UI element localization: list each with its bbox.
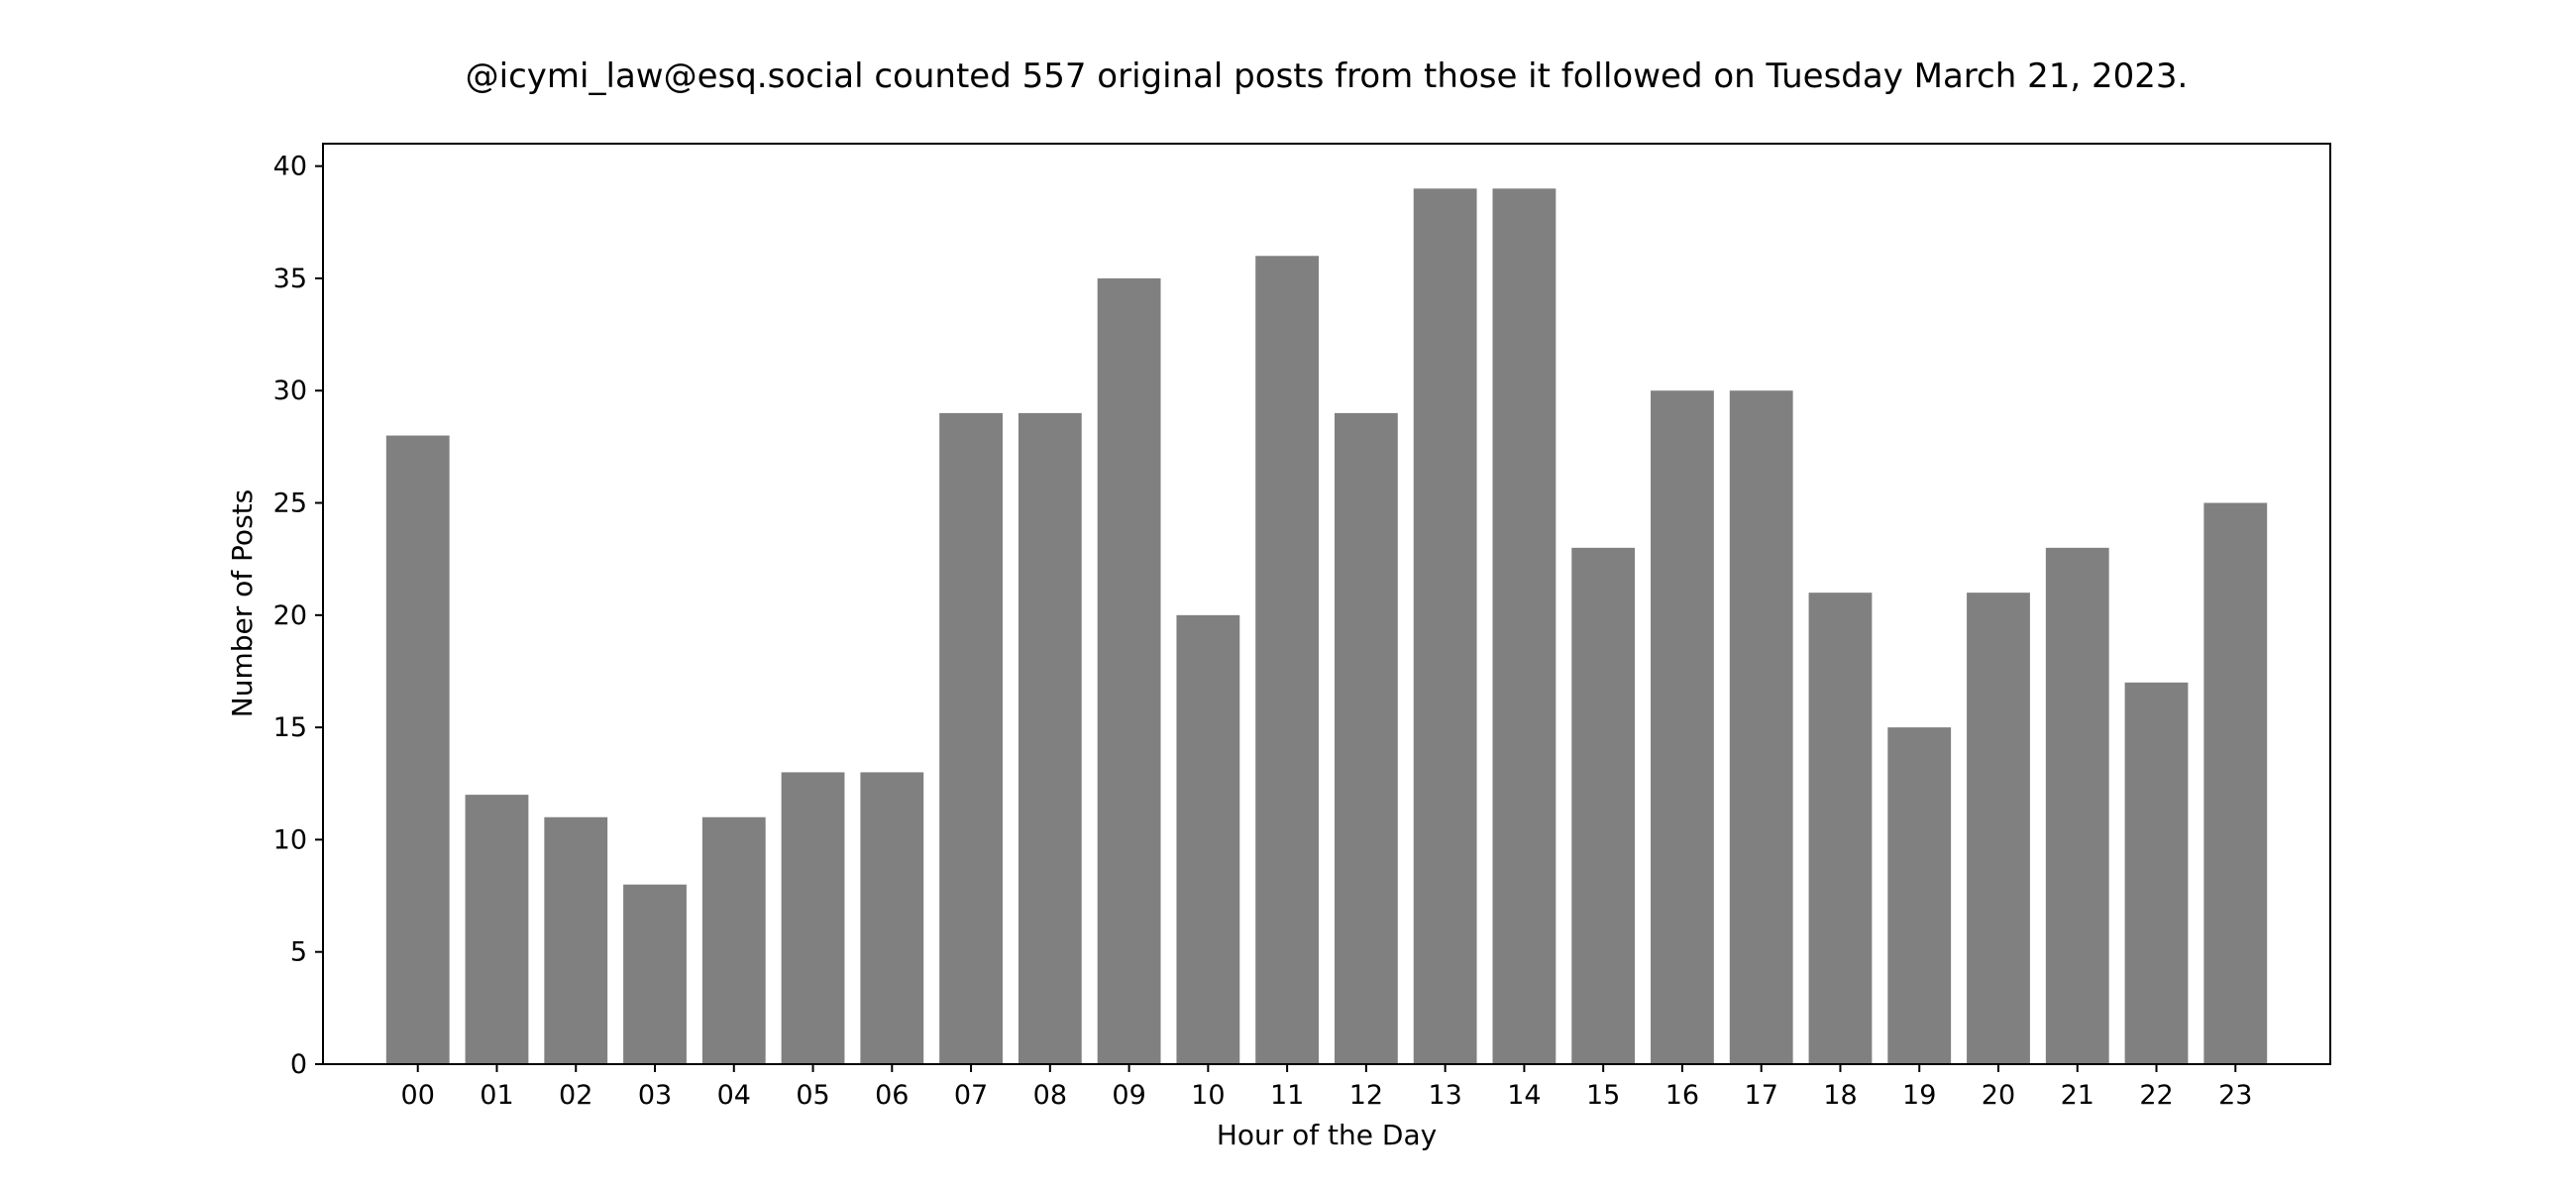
bar-17: [1729, 390, 1793, 1064]
bar-19: [1887, 727, 1952, 1064]
x-tick-label: 04: [717, 1080, 751, 1111]
bar-10: [1176, 614, 1240, 1064]
y-tick-label: 30: [273, 376, 307, 406]
x-tick-label: 15: [1586, 1080, 1620, 1111]
y-axis-label: Number of Posts: [226, 489, 259, 717]
x-tick-label: 02: [559, 1080, 592, 1111]
x-tick-label: 23: [2218, 1080, 2252, 1111]
y-tick-label: 35: [273, 264, 307, 294]
bar-03: [623, 884, 687, 1064]
x-tick-label: 00: [401, 1080, 435, 1111]
y-tick-label: 10: [273, 824, 307, 855]
y-tick-label: 15: [273, 712, 307, 743]
y-tick-label: 25: [273, 488, 307, 519]
bar-07: [939, 412, 1003, 1064]
x-tick-label: 18: [1823, 1080, 1857, 1111]
x-tick-label: 13: [1428, 1080, 1461, 1111]
plot-frame: [322, 143, 2331, 1065]
y-axis-ticks: 0 5 10 15 20 25 30 35 40: [273, 152, 323, 1080]
x-axis-label: Hour of the Day: [1217, 1119, 1437, 1151]
x-tick-label: 01: [480, 1080, 513, 1111]
x-tick-label: 09: [1112, 1080, 1145, 1111]
x-tick-label: 06: [875, 1080, 909, 1111]
x-tick-label: 14: [1507, 1080, 1541, 1111]
x-tick-label: 10: [1191, 1080, 1225, 1111]
x-tick-label: 16: [1665, 1080, 1699, 1111]
bar-11: [1255, 256, 1320, 1064]
bar-02: [544, 816, 608, 1064]
bar-18: [1808, 593, 1873, 1064]
bar-06: [860, 772, 924, 1064]
chart-title: @icymi_law@esq.social counted 557 origin…: [466, 56, 2189, 96]
y-tick-label: 5: [290, 937, 307, 968]
bar-12: [1334, 412, 1398, 1064]
x-tick-label: 21: [2061, 1080, 2094, 1111]
y-tick-label: 40: [273, 152, 307, 182]
bar-20: [1967, 593, 2030, 1064]
bar-00: [385, 435, 450, 1064]
y-tick-label: 20: [273, 600, 307, 631]
x-tick-label: 05: [796, 1080, 829, 1111]
bar-04: [701, 816, 766, 1064]
x-axis-ticks: 00 01 02 03 04 05 06 07 08 09 10 11 12 13 14 15 16 17 18 19…: [401, 1064, 2252, 1111]
x-tick-label: 03: [638, 1080, 672, 1111]
x-tick-label: 17: [1745, 1080, 1778, 1111]
x-tick-label: 20: [1982, 1080, 2015, 1111]
bar-16: [1651, 390, 1714, 1064]
y-tick-label: 0: [290, 1049, 307, 1080]
bar-05: [781, 772, 845, 1064]
x-tick-label: 22: [2139, 1080, 2173, 1111]
bar-09: [1097, 277, 1161, 1064]
bar-21: [2045, 547, 2109, 1064]
x-tick-label: 07: [954, 1080, 988, 1111]
x-tick-label: 19: [1902, 1080, 1936, 1111]
bars-layer: [385, 188, 2268, 1064]
x-tick-label: 11: [1270, 1080, 1304, 1111]
bar-08: [1018, 412, 1082, 1064]
bar-01: [465, 795, 529, 1064]
bar-15: [1571, 547, 1636, 1064]
bar-13: [1413, 188, 1477, 1064]
x-tick-label: 08: [1033, 1080, 1067, 1111]
x-tick-label: 12: [1349, 1080, 1383, 1111]
bar-22: [2124, 682, 2189, 1064]
bar-23: [2203, 502, 2268, 1064]
bar-14: [1492, 188, 1556, 1064]
